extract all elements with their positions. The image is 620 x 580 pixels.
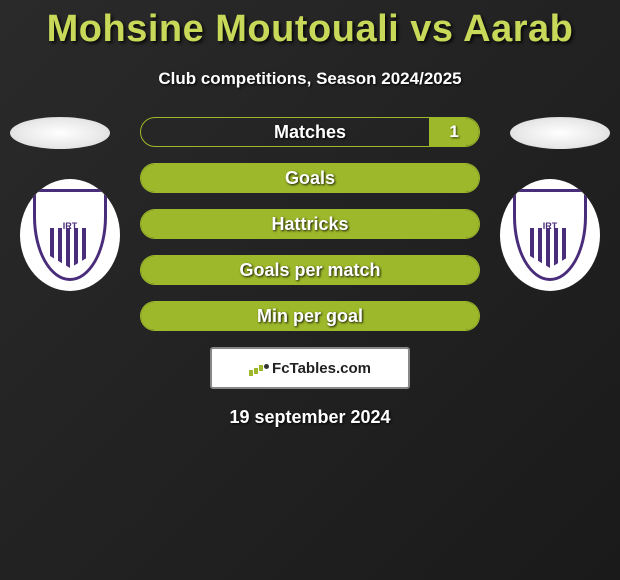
- club-badge-left: IRT: [20, 179, 120, 291]
- badge-stripes-icon: [50, 228, 90, 268]
- stat-rows: Matches 1 Goals Hattricks Goals per match Min…: [140, 117, 480, 331]
- page-title: Mohsine Moutouali vs Aarab: [0, 0, 620, 51]
- badge-circle: IRT: [500, 179, 600, 291]
- stat-row: Hattricks: [140, 209, 480, 239]
- club-badge-right: IRT: [500, 179, 600, 291]
- footer-chart-icon: [249, 360, 269, 376]
- stat-right-value: 1: [429, 118, 479, 146]
- stat-row: Matches 1: [140, 117, 480, 147]
- stat-label: Min per goal: [257, 306, 363, 327]
- date-text: 19 september 2024: [0, 407, 620, 428]
- badge-shield-icon: IRT: [513, 189, 587, 281]
- stat-label: Matches: [274, 122, 346, 143]
- footer-logo: FcTables.com: [249, 360, 371, 377]
- stats-area: IRT IRT Matches 1 Goals Hattricks Goals per …: [0, 117, 620, 331]
- stat-label: Goals: [285, 168, 335, 189]
- footer-brand-text: FcTables.com: [272, 360, 371, 377]
- footer-brand-box: FcTables.com: [210, 347, 410, 389]
- badge-shield-icon: IRT: [33, 189, 107, 281]
- badge-circle: IRT: [20, 179, 120, 291]
- stat-label: Goals per match: [239, 260, 380, 281]
- stat-row: Goals per match: [140, 255, 480, 285]
- badge-stripes-icon: [530, 228, 570, 268]
- stat-row: Min per goal: [140, 301, 480, 331]
- flag-right-placeholder: [510, 117, 610, 149]
- stat-row: Goals: [140, 163, 480, 193]
- subtitle: Club competitions, Season 2024/2025: [0, 69, 620, 89]
- flag-left-placeholder: [10, 117, 110, 149]
- stat-label: Hattricks: [271, 214, 348, 235]
